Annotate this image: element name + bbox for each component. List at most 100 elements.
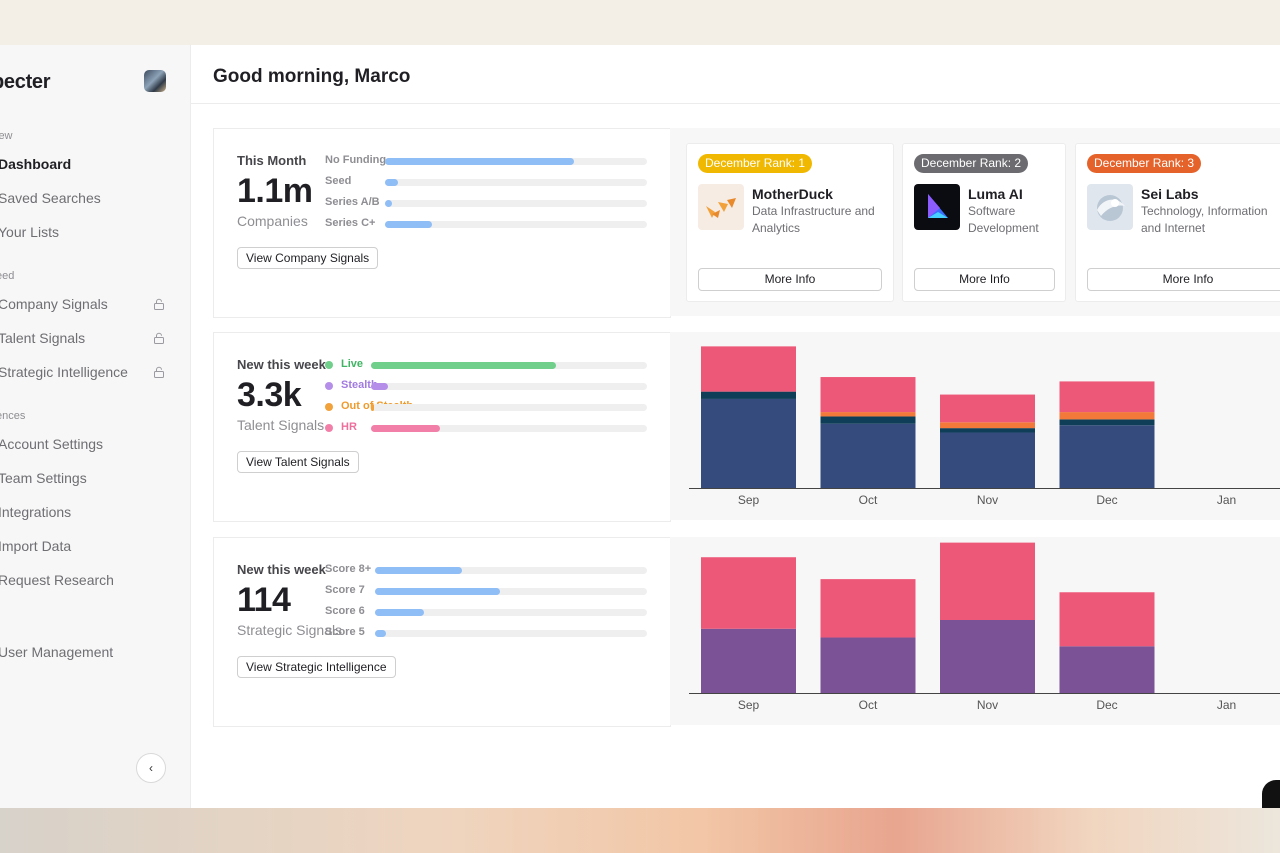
panel-unit: Talent Signals	[237, 417, 325, 433]
bar-segment[interactable]	[820, 377, 916, 413]
more-info-button[interactable]: More Info	[914, 268, 1055, 291]
breakdown-label: Series C+	[325, 217, 376, 229]
x-tick-label: Oct	[859, 493, 878, 507]
company-description: Data Infrastructure and Analytics	[752, 204, 875, 235]
breakdown-label: No Funding	[325, 154, 387, 166]
breakdown-row: HR	[325, 421, 647, 434]
breakdown-label: Score 6	[325, 605, 365, 617]
bar-segment[interactable]	[1059, 646, 1155, 693]
bar-segment[interactable]	[820, 637, 916, 693]
luma-ai-logo-icon	[914, 184, 960, 230]
rank-card-1: December Rank: 1 MotherDuck Data Infrast…	[686, 143, 894, 302]
breakdown-row: Out of Stealth	[325, 400, 647, 413]
bar-segment[interactable]	[940, 620, 1035, 693]
view-talent-signals-button[interactable]: View Talent Signals	[237, 451, 359, 473]
bar-segment[interactable]	[701, 557, 796, 629]
avatar[interactable]	[144, 70, 166, 92]
sidebar-item-strategic-intelligence[interactable]: Strategic Intelligence	[0, 364, 128, 380]
breakdown-track	[371, 404, 647, 411]
breakdown-fill	[375, 567, 463, 574]
breakdown-row: Score 5	[325, 626, 647, 639]
bar-segment[interactable]	[1059, 381, 1155, 413]
bar-segment[interactable]	[940, 394, 1035, 423]
talent-signals-panel: New this week 3.3k Talent Signals View T…	[213, 332, 671, 522]
breakdown-label: HR	[341, 421, 357, 433]
more-info-button[interactable]: More Info	[698, 268, 882, 291]
breakdown-fill	[375, 588, 501, 595]
talent-signals-chart: Sep Oct Nov Dec Jan	[689, 346, 1280, 507]
bar-segment[interactable]	[940, 422, 1035, 429]
legend-dot-icon	[325, 403, 333, 411]
breakdown-label: Score 5	[325, 626, 365, 638]
company-name[interactable]: Luma AI	[968, 186, 1023, 202]
sidebar-item-talent-signals[interactable]: Talent Signals	[0, 330, 86, 346]
bar-segment[interactable]	[820, 579, 916, 638]
bar-segment[interactable]	[701, 391, 796, 399]
breakdown-row: Series A/B	[325, 196, 647, 209]
bar-segment[interactable]	[701, 398, 796, 488]
x-tick-label: Nov	[977, 698, 998, 712]
sidebar-item-dashboard[interactable]: Dashboard	[0, 156, 72, 172]
view-company-signals-button[interactable]: View Company Signals	[237, 247, 379, 269]
sidebar-item-import-data[interactable]: Import Data	[0, 538, 72, 554]
brand-logo-text: pecter	[0, 71, 51, 93]
breakdown-row: Score 7	[325, 584, 647, 597]
breakdown-fill	[371, 404, 374, 411]
breakdown-fill	[371, 425, 440, 432]
rank-card-3: December Rank: 3 Sei Labs Technology, In…	[1075, 143, 1280, 302]
bar-segment[interactable]	[820, 412, 916, 417]
breakdown-track	[375, 630, 647, 637]
bar-segment[interactable]	[820, 416, 916, 424]
bar-segment[interactable]	[820, 423, 916, 488]
bar-segment[interactable]	[940, 542, 1035, 620]
bar-segment[interactable]	[1059, 592, 1155, 647]
bar-segment[interactable]	[701, 628, 796, 693]
bar-segment[interactable]	[1059, 425, 1155, 488]
sei-labs-logo-icon	[1087, 184, 1133, 230]
company-name[interactable]: Sei Labs	[1141, 186, 1199, 202]
x-tick-label: Dec	[1096, 493, 1117, 507]
breakdown-fill	[385, 179, 399, 186]
page-title: Good morning, Marco	[213, 66, 411, 87]
legend-dot-icon	[325, 424, 333, 432]
lock-icon	[154, 366, 164, 378]
legend-dot-icon	[325, 361, 333, 369]
bar-segment[interactable]	[940, 432, 1035, 488]
sidebar-item-team-settings[interactable]: Team Settings	[0, 470, 87, 486]
bar-segment[interactable]	[1059, 419, 1155, 426]
bar-segment[interactable]	[1059, 412, 1155, 420]
x-tick-label: Nov	[977, 493, 998, 507]
view-strategic-intelligence-button[interactable]: View Strategic Intelligence	[237, 656, 396, 678]
breakdown-fill	[385, 221, 433, 228]
breakdown-fill	[385, 200, 392, 207]
sidebar-item-account-settings[interactable]: Account Settings	[0, 436, 104, 452]
x-tick-label: Dec	[1096, 698, 1117, 712]
more-info-button[interactable]: More Info	[1087, 268, 1280, 291]
sidebar-item-user-management[interactable]: User Management	[0, 644, 114, 660]
legend-dot-icon	[325, 382, 333, 390]
sidebar-item-integrations[interactable]: Integrations	[0, 504, 72, 520]
breakdown-row: No Funding	[325, 154, 647, 167]
breakdown-track	[385, 158, 647, 165]
company-name[interactable]: MotherDuck	[752, 186, 833, 202]
breakdown-row: Live	[325, 358, 647, 371]
x-tick-label: Jan	[1217, 493, 1236, 507]
section-label-overview: iew	[0, 130, 13, 142]
bar-segment[interactable]	[701, 346, 796, 392]
sidebar-item-your-lists[interactable]: Your Lists	[0, 224, 59, 240]
sidebar-item-saved-searches[interactable]: Saved Searches	[0, 190, 101, 206]
panel-unit: Strategic Signals	[237, 622, 343, 638]
breakdown-fill	[371, 362, 556, 369]
x-tick-label: Sep	[738, 493, 760, 507]
collapse-sidebar-button[interactable]: ‹	[136, 753, 166, 783]
sidebar-item-request-research[interactable]: Request Research	[0, 572, 114, 588]
bar-segment[interactable]	[940, 428, 1035, 433]
company-description: Software Development	[968, 204, 1039, 235]
lock-icon	[154, 298, 164, 310]
sidebar-item-company-signals[interactable]: Company Signals	[0, 296, 108, 312]
page-header: Good morning, Marco	[191, 45, 1280, 104]
breakdown-row: Seed	[325, 175, 647, 188]
rank-card-2: December Rank: 2 Luma AI Software Develo…	[902, 143, 1066, 302]
chat-widget-button[interactable]	[1262, 780, 1280, 808]
